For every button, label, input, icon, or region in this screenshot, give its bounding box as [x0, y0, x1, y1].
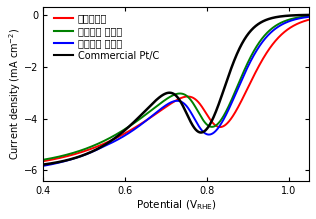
용매기반 합성법 — [211, 125, 215, 128]
유기용제 합성법 — [211, 132, 215, 135]
기상합성법 — [58, 157, 62, 159]
Line: Commercial Pt/C: Commercial Pt/C — [43, 15, 309, 164]
유기용제 합성법 — [41, 164, 45, 167]
기상합성법 — [211, 121, 215, 124]
Line: 유기용제 합성법: 유기용제 합성법 — [43, 17, 309, 166]
Commercial Pt/C — [270, 17, 274, 19]
Legend: 기상합성법, 용매기반 합성법, 유기용제 합성법, Commercial Pt/C: 기상합성법, 용매기반 합성법, 유기용제 합성법, Commercial Pt… — [53, 14, 159, 61]
용매기반 합성법 — [58, 155, 62, 158]
Commercial Pt/C — [196, 130, 200, 133]
기상합성법 — [196, 100, 200, 103]
유기용제 합성법 — [203, 132, 207, 134]
기상합성법 — [41, 160, 45, 162]
Line: 기상합성법: 기상합성법 — [43, 20, 309, 161]
용매기반 합성법 — [196, 110, 200, 112]
기상합성법 — [203, 110, 207, 112]
Commercial Pt/C — [211, 118, 215, 120]
용매기반 합성법 — [41, 158, 45, 161]
기상합성법 — [270, 44, 274, 46]
유기용제 합성법 — [307, 16, 311, 18]
Commercial Pt/C — [307, 14, 311, 16]
용매기반 합성법 — [203, 121, 207, 124]
기상합성법 — [307, 18, 311, 21]
Commercial Pt/C — [243, 37, 247, 40]
Y-axis label: Current density (mA cm$^{-2}$): Current density (mA cm$^{-2}$) — [7, 28, 23, 160]
유기용제 합성법 — [270, 30, 274, 33]
용매기반 합성법 — [270, 27, 274, 30]
용매기반 합성법 — [307, 15, 311, 18]
용매기반 합성법 — [243, 68, 247, 70]
Commercial Pt/C — [41, 163, 45, 166]
유기용제 합성법 — [196, 123, 200, 126]
Commercial Pt/C — [203, 130, 207, 132]
Line: 용매기반 합성법: 용매기반 합성법 — [43, 16, 309, 160]
유기용제 합성법 — [58, 161, 62, 164]
기상합성법 — [243, 93, 247, 95]
X-axis label: Potential (V$_{\mathrm{RHE}}$): Potential (V$_{\mathrm{RHE}}$) — [136, 198, 217, 212]
Commercial Pt/C — [58, 161, 62, 163]
유기용제 합성법 — [243, 72, 247, 74]
